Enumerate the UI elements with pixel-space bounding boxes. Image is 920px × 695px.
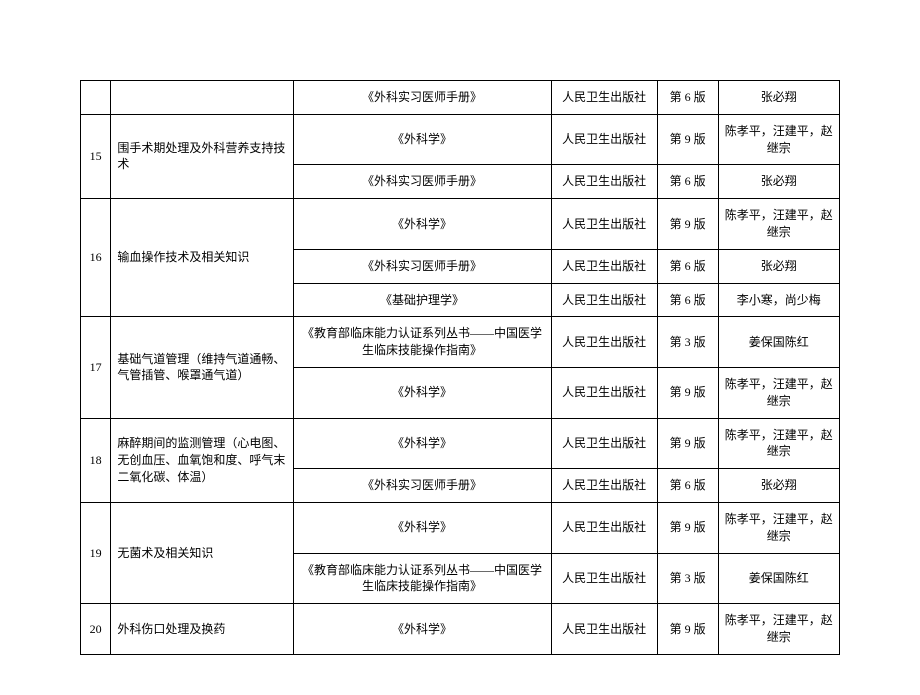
book-title-cell: 《外科实习医师手册》 (293, 469, 551, 503)
publisher-cell: 人民卫生出版社 (551, 502, 657, 553)
topic-cell: 外科伤口处理及换药 (111, 604, 293, 655)
book-title-cell: 《外科实习医师手册》 (293, 81, 551, 115)
book-title-cell: 《外科实习医师手册》 (293, 165, 551, 199)
table-row: 17基础气道管理（维持气道通畅、气管插管、喉罩通气道）《教育部临床能力认证系列丛… (81, 317, 840, 368)
edition-cell: 第 6 版 (657, 165, 718, 199)
table-row: 20外科伤口处理及换药《外科学》人民卫生出版社第 9 版陈孝平，汪建平，赵继宗 (81, 604, 840, 655)
topic-cell (111, 81, 293, 115)
edition-cell: 第 9 版 (657, 114, 718, 165)
row-number (81, 81, 111, 115)
row-number: 15 (81, 114, 111, 198)
authors-cell: 姜保国陈红 (718, 553, 839, 604)
row-number: 16 (81, 199, 111, 317)
edition-cell: 第 3 版 (657, 553, 718, 604)
authors-cell: 姜保国陈红 (718, 317, 839, 368)
book-title-cell: 《外科学》 (293, 199, 551, 250)
authors-cell: 陈孝平，汪建平，赵继宗 (718, 418, 839, 469)
authors-cell: 陈孝平，汪建平，赵继宗 (718, 114, 839, 165)
topic-cell: 基础气道管理（维持气道通畅、气管插管、喉罩通气道） (111, 317, 293, 418)
table-row: 《外科实习医师手册》人民卫生出版社第 6 版张必翔 (81, 81, 840, 115)
book-title-cell: 《外科学》 (293, 604, 551, 655)
book-title-cell: 《教育部临床能力认证系列丛书——中国医学生临床技能操作指南》 (293, 553, 551, 604)
publisher-cell: 人民卫生出版社 (551, 418, 657, 469)
authors-cell: 张必翔 (718, 81, 839, 115)
publisher-cell: 人民卫生出版社 (551, 249, 657, 283)
edition-cell: 第 9 版 (657, 199, 718, 250)
topic-cell: 无菌术及相关知识 (111, 502, 293, 603)
publisher-cell: 人民卫生出版社 (551, 604, 657, 655)
table-row: 19无菌术及相关知识《外科学》人民卫生出版社第 9 版陈孝平，汪建平，赵继宗 (81, 502, 840, 553)
book-title-cell: 《外科学》 (293, 418, 551, 469)
authors-cell: 陈孝平，汪建平，赵继宗 (718, 367, 839, 418)
publisher-cell: 人民卫生出版社 (551, 469, 657, 503)
publisher-cell: 人民卫生出版社 (551, 81, 657, 115)
edition-cell: 第 9 版 (657, 604, 718, 655)
edition-cell: 第 9 版 (657, 367, 718, 418)
row-number: 20 (81, 604, 111, 655)
authors-cell: 陈孝平，汪建平，赵继宗 (718, 502, 839, 553)
edition-cell: 第 3 版 (657, 317, 718, 368)
book-title-cell: 《外科学》 (293, 502, 551, 553)
publisher-cell: 人民卫生出版社 (551, 367, 657, 418)
authors-cell: 张必翔 (718, 249, 839, 283)
edition-cell: 第 9 版 (657, 418, 718, 469)
table-row: 16输血操作技术及相关知识《外科学》人民卫生出版社第 9 版陈孝平，汪建平，赵继… (81, 199, 840, 250)
authors-cell: 张必翔 (718, 165, 839, 199)
row-number: 18 (81, 418, 111, 502)
row-number: 19 (81, 502, 111, 603)
publisher-cell: 人民卫生出版社 (551, 283, 657, 317)
book-title-cell: 《教育部临床能力认证系列丛书——中国医学生临床技能操作指南》 (293, 317, 551, 368)
authors-cell: 陈孝平，汪建平，赵继宗 (718, 604, 839, 655)
book-title-cell: 《外科学》 (293, 114, 551, 165)
publisher-cell: 人民卫生出版社 (551, 317, 657, 368)
publisher-cell: 人民卫生出版社 (551, 165, 657, 199)
edition-cell: 第 6 版 (657, 81, 718, 115)
authors-cell: 李小寒，尚少梅 (718, 283, 839, 317)
edition-cell: 第 9 版 (657, 502, 718, 553)
authors-cell: 张必翔 (718, 469, 839, 503)
authors-cell: 陈孝平，汪建平，赵继宗 (718, 199, 839, 250)
topic-cell: 麻醉期间的监测管理（心电图、无创血压、血氧饱和度、呼气末二氧化碳、体温） (111, 418, 293, 502)
curriculum-table: 《外科实习医师手册》人民卫生出版社第 6 版张必翔15围手术期处理及外科营养支持… (80, 80, 840, 655)
book-title-cell: 《基础护理学》 (293, 283, 551, 317)
publisher-cell: 人民卫生出版社 (551, 199, 657, 250)
topic-cell: 围手术期处理及外科营养支持技术 (111, 114, 293, 198)
edition-cell: 第 6 版 (657, 249, 718, 283)
publisher-cell: 人民卫生出版社 (551, 553, 657, 604)
topic-cell: 输血操作技术及相关知识 (111, 199, 293, 317)
row-number: 17 (81, 317, 111, 418)
edition-cell: 第 6 版 (657, 283, 718, 317)
publisher-cell: 人民卫生出版社 (551, 114, 657, 165)
book-title-cell: 《外科实习医师手册》 (293, 249, 551, 283)
edition-cell: 第 6 版 (657, 469, 718, 503)
table-row: 15围手术期处理及外科营养支持技术《外科学》人民卫生出版社第 9 版陈孝平，汪建… (81, 114, 840, 165)
book-title-cell: 《外科学》 (293, 367, 551, 418)
table-row: 18麻醉期间的监测管理（心电图、无创血压、血氧饱和度、呼气末二氧化碳、体温）《外… (81, 418, 840, 469)
